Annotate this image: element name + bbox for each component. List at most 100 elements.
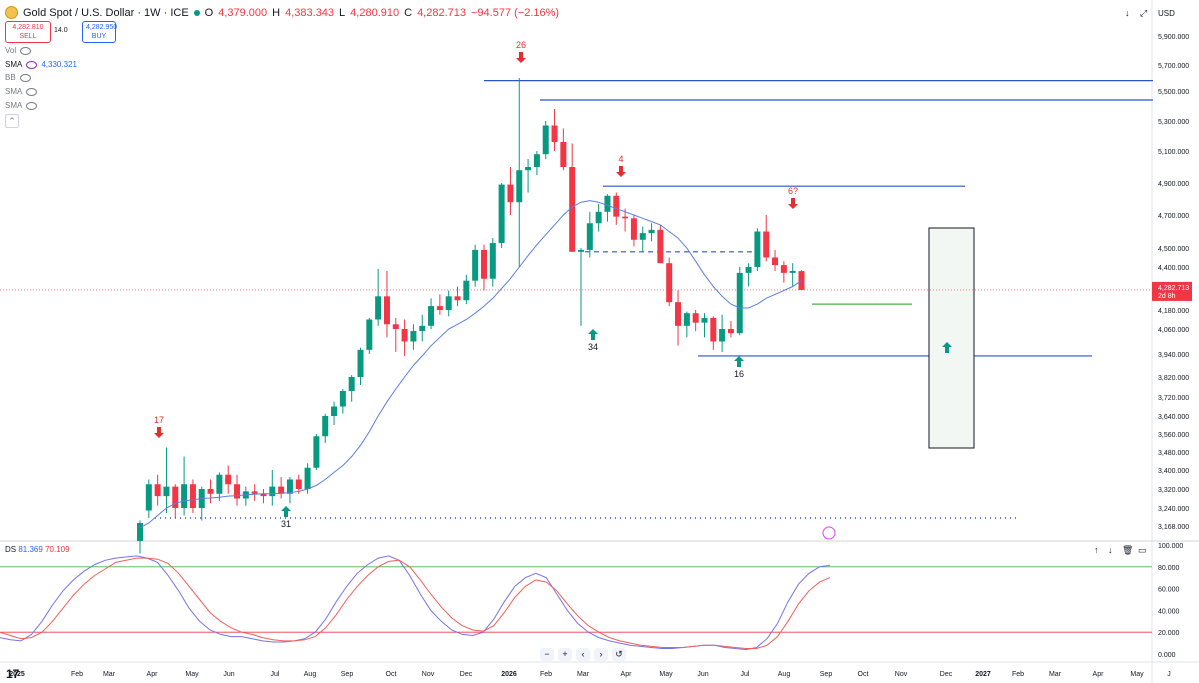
candle-body[interactable] <box>657 229 664 264</box>
indicator-sma-3[interactable]: SMA <box>5 101 38 110</box>
candle-body[interactable] <box>472 249 479 281</box>
indicator-bb[interactable]: BB <box>5 73 31 82</box>
candle-body[interactable] <box>586 223 593 250</box>
candle-body[interactable] <box>410 331 417 342</box>
indicator-sma[interactable]: SMA 4,330.321 <box>5 60 77 69</box>
candle-body[interactable] <box>260 493 267 497</box>
candle-body[interactable] <box>189 484 196 508</box>
candle-body[interactable] <box>251 491 258 494</box>
candle-body[interactable] <box>436 306 443 310</box>
reset-chart-button[interactable]: ↺ <box>612 648 626 661</box>
candle-body[interactable] <box>675 302 682 326</box>
zoom-in-button[interactable]: + <box>558 648 572 661</box>
candle-body[interactable] <box>357 349 364 377</box>
candle-body[interactable] <box>339 391 346 407</box>
candle-body[interactable] <box>366 319 373 350</box>
candle-body[interactable] <box>595 211 602 224</box>
settings-icon[interactable] <box>26 60 38 69</box>
eye-hidden-icon[interactable] <box>26 87 38 96</box>
candle-body[interactable] <box>172 486 179 508</box>
indicator-vol[interactable]: Vol <box>5 46 32 55</box>
candle-body[interactable] <box>560 142 567 167</box>
candle-body[interactable] <box>789 270 796 273</box>
candle-body[interactable] <box>622 216 629 219</box>
candle-body[interactable] <box>392 324 399 329</box>
candle-body[interactable] <box>375 296 382 320</box>
candle-body[interactable] <box>780 265 787 273</box>
candle-body[interactable] <box>463 280 470 301</box>
candle-body[interactable] <box>234 484 241 499</box>
candle-body[interactable] <box>304 467 311 489</box>
candle-body[interactable] <box>613 195 620 217</box>
candle-body[interactable] <box>507 184 514 203</box>
candle-body[interactable] <box>604 195 611 212</box>
candle-body[interactable] <box>286 479 293 494</box>
scroll-left-button[interactable]: ‹ <box>576 648 590 661</box>
collapse-indicators-button[interactable]: ⌃ <box>5 114 19 128</box>
sell-button[interactable]: 4,282.810 SELL <box>5 21 51 43</box>
candle-body[interactable] <box>754 231 761 268</box>
candle-body[interactable] <box>331 406 338 417</box>
candle-body[interactable] <box>736 272 743 334</box>
candle-body[interactable] <box>269 486 276 497</box>
candle-body[interactable] <box>428 306 435 326</box>
move-up-icon[interactable]: ↑ <box>1094 545 1099 555</box>
candle-body[interactable] <box>225 474 232 485</box>
candle-body[interactable] <box>137 523 143 541</box>
candle-body[interactable] <box>719 329 726 342</box>
delete-icon[interactable]: 🗑 <box>1122 545 1134 555</box>
candle-body[interactable] <box>295 479 302 490</box>
candle-body[interactable] <box>542 125 549 155</box>
indicator-sma-2[interactable]: SMA <box>5 87 38 96</box>
candle-body[interactable] <box>692 313 699 323</box>
zoom-out-button[interactable]: − <box>540 648 554 661</box>
candle-body[interactable] <box>383 296 390 325</box>
candle-body[interactable] <box>763 231 770 258</box>
currency-label[interactable]: USD <box>1158 9 1175 18</box>
candle-body[interactable] <box>798 271 805 290</box>
candle-body[interactable] <box>727 329 734 334</box>
symbol-title[interactable]: Gold Spot / U.S. Dollar · 1W · ICE <box>23 6 189 19</box>
candle-body[interactable] <box>401 329 408 342</box>
candle-body[interactable] <box>551 125 558 143</box>
candle-body[interactable] <box>454 296 461 301</box>
candle-body[interactable] <box>207 489 214 494</box>
candle-body[interactable] <box>154 484 161 497</box>
candle-body[interactable] <box>489 243 496 279</box>
candle-body[interactable] <box>145 484 152 511</box>
candle-body[interactable] <box>683 313 690 326</box>
candle-body[interactable] <box>710 317 717 342</box>
expand-icon[interactable]: ⤢ <box>1140 8 1148 18</box>
candle-body[interactable] <box>569 167 576 252</box>
candle-body[interactable] <box>322 416 329 437</box>
candle-body[interactable] <box>648 229 655 234</box>
candle-body[interactable] <box>181 484 188 508</box>
scroll-right-button[interactable]: › <box>594 648 608 661</box>
eye-hidden-icon[interactable] <box>26 101 38 110</box>
candle-body[interactable] <box>480 249 487 279</box>
candle-body[interactable] <box>163 486 170 497</box>
maximize-pane-icon[interactable]: ▭ <box>1138 545 1147 555</box>
candle-body[interactable] <box>278 486 285 494</box>
projection-box[interactable] <box>928 227 975 449</box>
candle-body[interactable] <box>348 377 355 391</box>
candle-body[interactable] <box>445 296 452 310</box>
candle-body[interactable] <box>772 257 779 266</box>
flash-icon[interactable] <box>822 526 836 540</box>
candle-body[interactable] <box>516 170 523 203</box>
candle-body[interactable] <box>639 233 646 240</box>
move-down-icon[interactable]: ↓ <box>1108 545 1113 555</box>
candle-body[interactable] <box>216 474 223 494</box>
download-icon[interactable]: ↓ <box>1125 8 1130 18</box>
candle-body[interactable] <box>578 249 584 252</box>
candle-body[interactable] <box>419 325 426 332</box>
candle-body[interactable] <box>701 317 708 323</box>
buy-button[interactable]: 4,282.950 BUY <box>82 21 117 43</box>
candle-body[interactable] <box>745 267 752 273</box>
candle-body[interactable] <box>630 218 637 240</box>
eye-hidden-icon[interactable] <box>20 46 32 55</box>
candle-body[interactable] <box>525 167 532 171</box>
candle-body[interactable] <box>313 436 320 468</box>
candle-body[interactable] <box>533 154 540 167</box>
